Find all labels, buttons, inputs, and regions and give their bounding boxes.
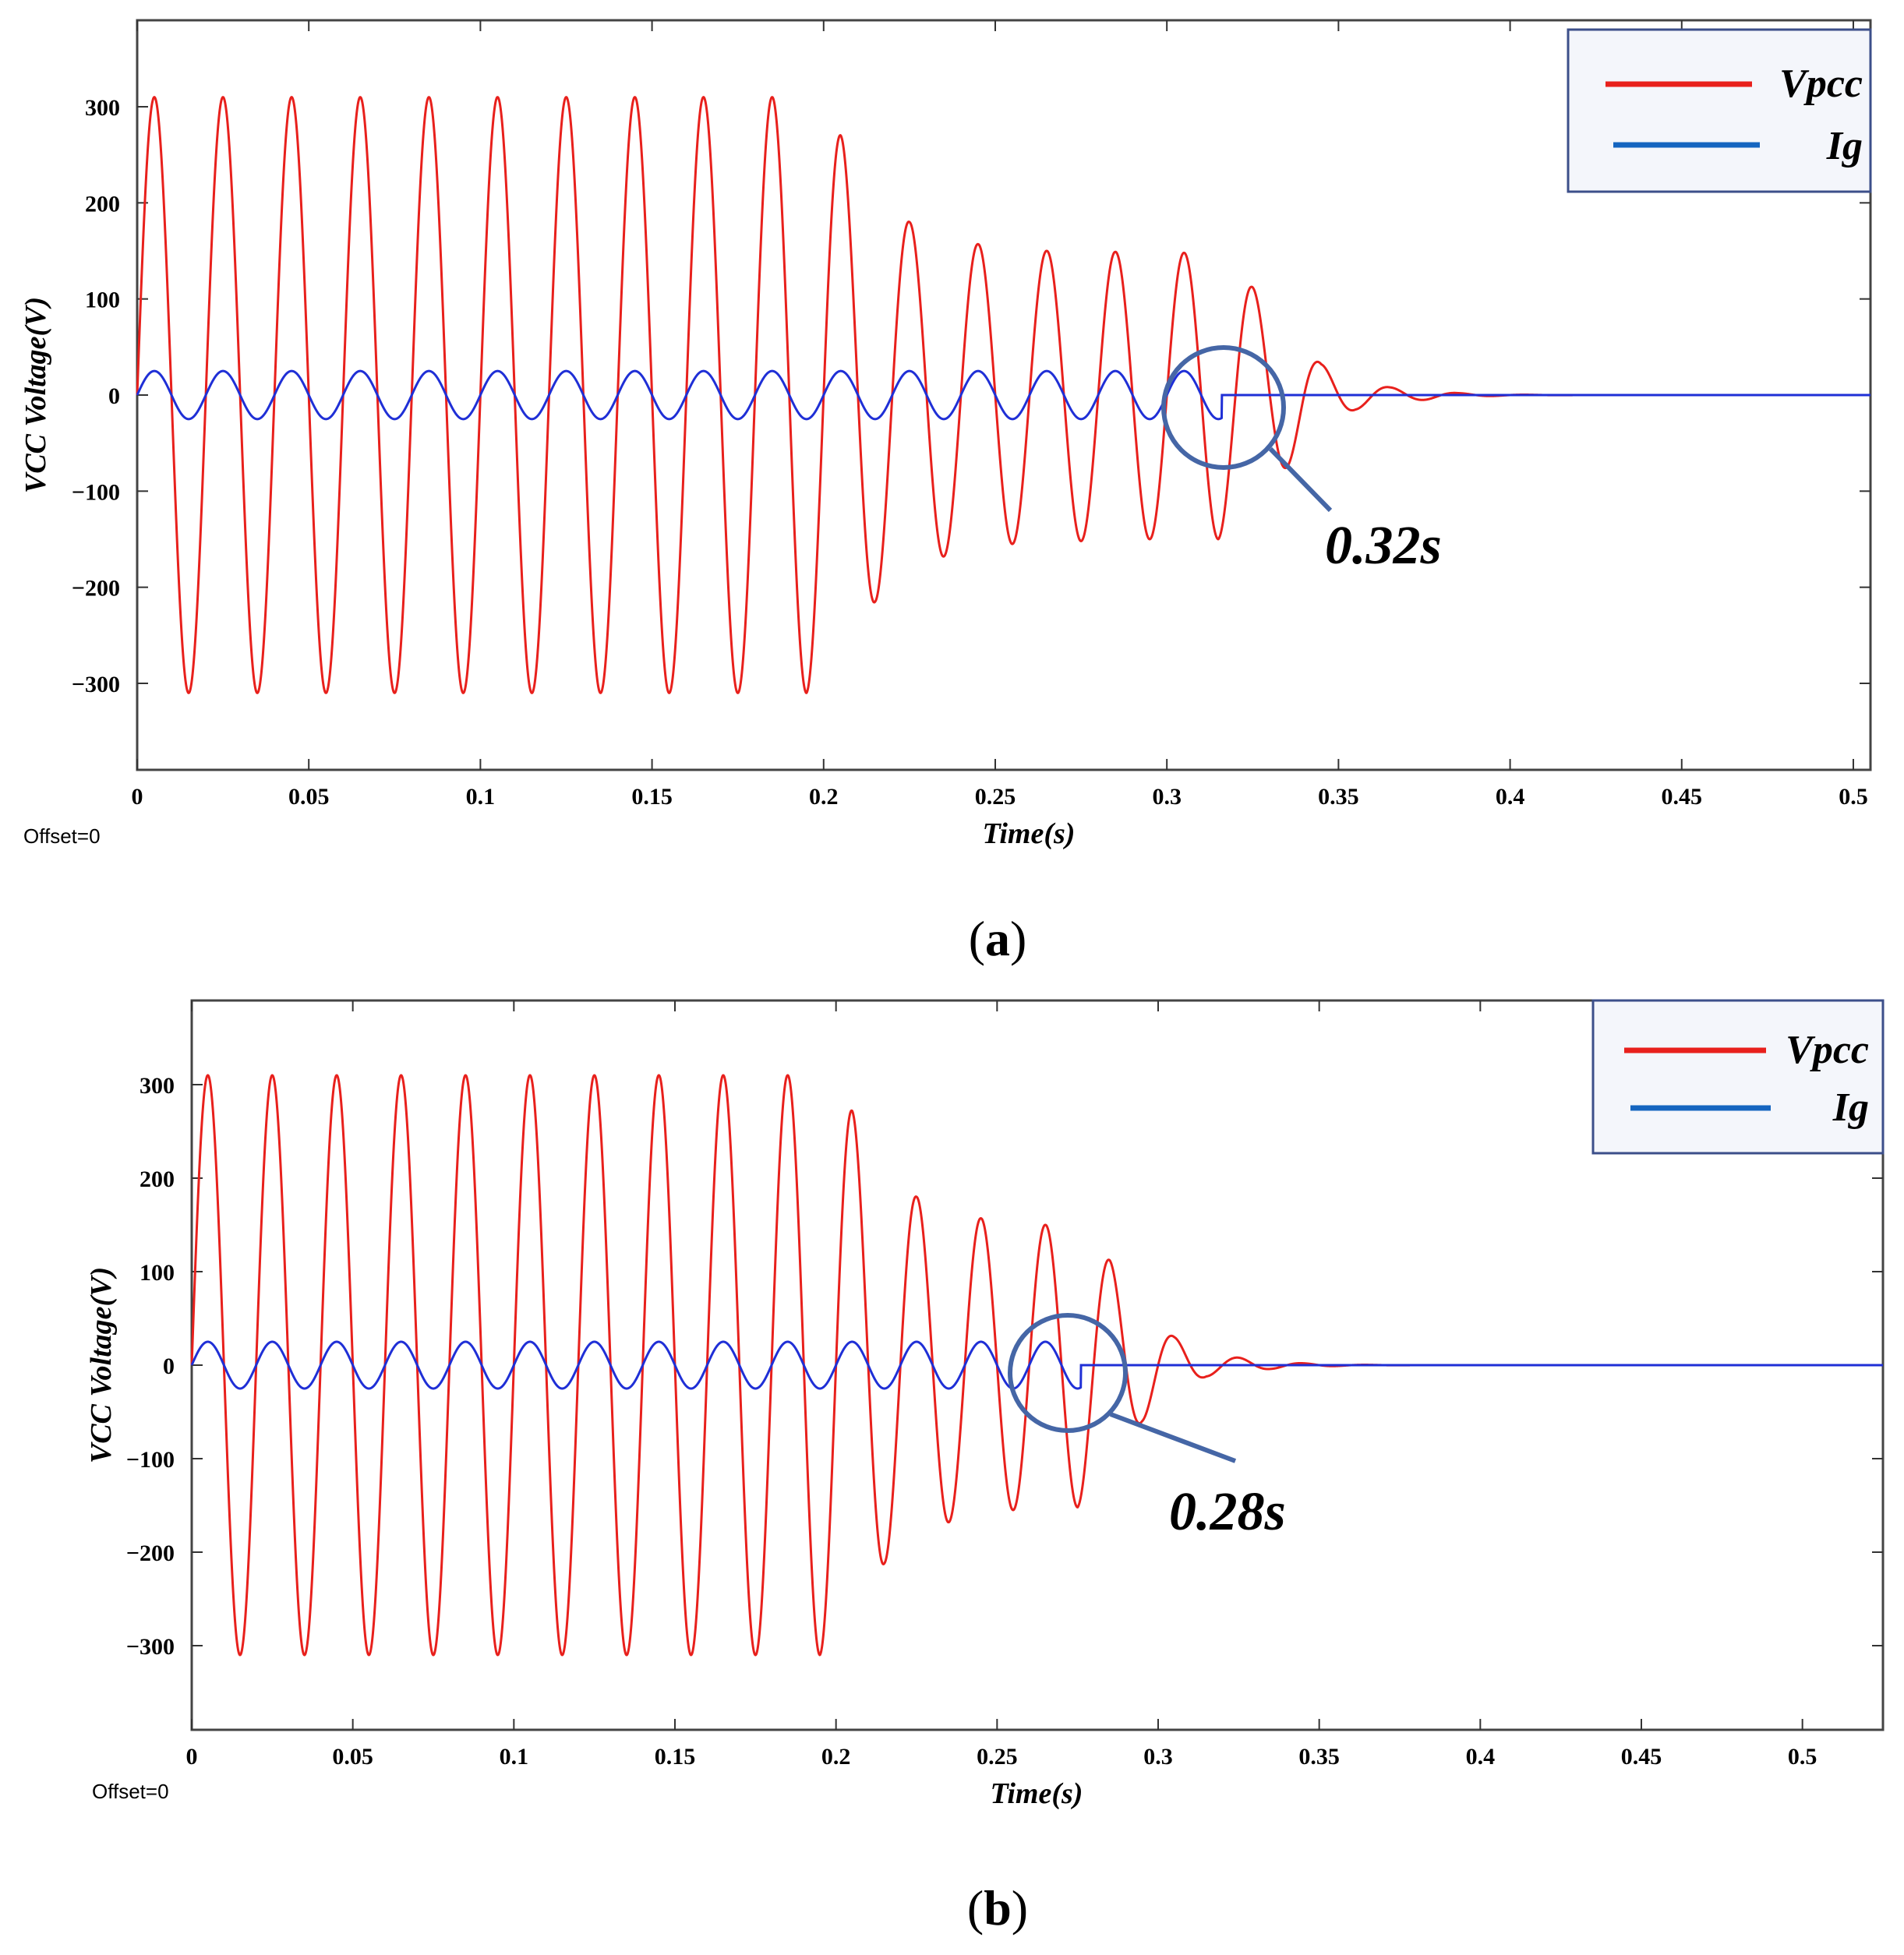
- legend-label-ig-a: Ig: [1826, 124, 1863, 168]
- series-b: [190, 1074, 1883, 1657]
- x-tick-label: 0.45: [1662, 784, 1703, 810]
- x-tick-label: 0.35: [1298, 1744, 1340, 1770]
- x-tick-label: 0.25: [977, 1744, 1018, 1770]
- y-tick-label: −200: [72, 576, 120, 602]
- annotation-b: 0.28s: [1008, 1313, 1286, 1542]
- x-tick-label: 0.05: [332, 1744, 373, 1770]
- offset-label-a: Offset=0: [23, 824, 101, 848]
- x-tick-label: 0.5: [1788, 1744, 1817, 1770]
- y-tick-label: −300: [72, 672, 120, 697]
- annotation-leader-b: [1109, 1412, 1237, 1463]
- series-ig-line: [136, 369, 1870, 421]
- x-tick-label: 0.3: [1143, 1744, 1173, 1770]
- x-tick-label: 0.4: [1466, 1744, 1496, 1770]
- legend-label-ig-b: Ig: [1832, 1085, 1869, 1130]
- y-tick-label: 200: [140, 1166, 175, 1192]
- panel-a: 0 0.05 0.1 0.15 0.2 0.25 0.3 0.35 0.4 0.45 0.5 300…: [19, 19, 1872, 966]
- y-tick-label: −200: [126, 1540, 175, 1566]
- x-tick-label: 0: [132, 784, 143, 810]
- y-tick-label: −300: [126, 1634, 175, 1660]
- series-ig-line: [190, 1340, 1883, 1390]
- y-axis-title-a: VCC Voltage(V): [19, 297, 52, 493]
- series-a: [136, 96, 1870, 694]
- legend-box-a: [1567, 28, 1872, 193]
- x-tick-label: 0.3: [1152, 784, 1182, 810]
- x-tick-label: 0.35: [1318, 784, 1359, 810]
- x-tick-label: 0.15: [631, 784, 673, 810]
- x-axis-title-a: Time(s): [983, 817, 1076, 850]
- annotation-circle-b: [1008, 1313, 1128, 1433]
- annotation-a: 0.32s: [1161, 345, 1442, 576]
- legend-b: Vpcc Ig: [1591, 999, 1885, 1155]
- y-tick-label: 0: [163, 1353, 175, 1379]
- x-tick-label: 0.2: [809, 784, 839, 810]
- panel-b: 0 0.05 0.1 0.15 0.2 0.25 0.3 0.35 0.4 0.45 0.5 300…: [85, 999, 1885, 1936]
- y-tick-label: 100: [85, 288, 120, 313]
- annotation-label-b: 0.28s: [1169, 1482, 1286, 1542]
- y-axis-title-b: VCC Voltage(V): [85, 1267, 118, 1463]
- offset-label-b: Offset=0: [92, 1780, 169, 1803]
- y-tick-label: 0: [108, 383, 120, 409]
- x-tick-label: 0.45: [1621, 1744, 1662, 1770]
- legend-box-b: [1591, 999, 1885, 1155]
- y-tick-label: −100: [126, 1447, 175, 1473]
- x-tick-label: 0.05: [288, 784, 330, 810]
- y-tick-label: 300: [140, 1073, 175, 1099]
- y-ticks-b: 300 200 100 0 −100 −200 −300: [126, 1073, 1883, 1660]
- x-tick-label: 0.25: [975, 784, 1016, 810]
- x-tick-label: 0: [186, 1744, 198, 1770]
- x-axis-title-b: Time(s): [991, 1777, 1083, 1810]
- legend-label-vpcc-b: Vpcc: [1786, 1028, 1869, 1072]
- x-ticks-a: 0 0.05 0.1 0.15 0.2 0.25 0.3 0.35 0.4 0.45 0.5: [132, 20, 1868, 810]
- legend-label-vpcc-a: Vpcc: [1779, 62, 1863, 106]
- y-tick-label: 200: [85, 191, 120, 217]
- x-tick-label: 0.1: [466, 784, 496, 810]
- legend-a: Vpcc Ig: [1567, 28, 1872, 193]
- y-tick-label: −100: [72, 479, 120, 505]
- x-tick-label: 0.1: [500, 1744, 529, 1770]
- caption-b: (b): [967, 1880, 1028, 1936]
- x-ticks-b: 0 0.05 0.1 0.15 0.2 0.25 0.3 0.35 0.4 0.45 0.5: [186, 1000, 1817, 1770]
- x-tick-label: 0.5: [1839, 784, 1868, 810]
- annotation-circle-a: [1161, 345, 1286, 470]
- x-tick-label: 0.15: [655, 1744, 696, 1770]
- x-tick-label: 0.2: [821, 1744, 851, 1770]
- annotation-label-a: 0.32s: [1325, 516, 1442, 576]
- y-tick-label: 300: [85, 95, 120, 121]
- caption-a: (a): [969, 911, 1027, 966]
- y-tick-label: 100: [140, 1260, 175, 1286]
- x-tick-label: 0.4: [1496, 784, 1525, 810]
- annotation-leader-a: [1268, 446, 1333, 513]
